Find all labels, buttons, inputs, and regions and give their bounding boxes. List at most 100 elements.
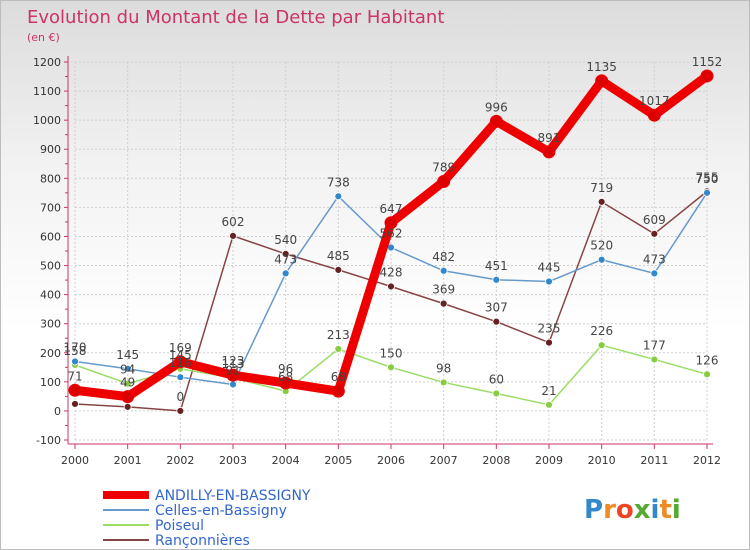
data-point	[123, 364, 132, 373]
data-label: 116	[169, 356, 192, 370]
y-tick-label: 500	[40, 260, 61, 273]
data-label: 562	[380, 227, 403, 241]
x-tick-label: 2005	[324, 454, 352, 467]
data-point	[703, 188, 711, 197]
data-label: 177	[643, 338, 666, 352]
data-point	[71, 400, 79, 408]
data-label: 213	[327, 328, 350, 342]
data-label: 21	[541, 384, 556, 398]
brand-letter: P	[584, 495, 603, 525]
data-label: 145	[169, 348, 192, 362]
data-point	[597, 341, 606, 350]
y-tick-label: 300	[40, 318, 61, 331]
data-point	[545, 338, 553, 347]
data-point	[71, 357, 79, 366]
data-label: 750	[696, 172, 719, 186]
data-point	[331, 384, 345, 398]
data-point	[700, 69, 714, 83]
data-label: 169	[169, 341, 192, 355]
x-tick-label: 2001	[114, 454, 142, 467]
data-label: 226	[590, 324, 613, 338]
data-label: 473	[274, 252, 297, 266]
brand-letter: r	[603, 495, 616, 525]
data-label: 49	[120, 376, 135, 390]
data-point	[123, 402, 132, 411]
data-label: 540	[274, 233, 297, 247]
data-point	[595, 74, 609, 88]
data-point	[647, 108, 661, 122]
data-point	[492, 317, 501, 326]
data-point	[281, 250, 290, 258]
data-label: 94	[120, 363, 135, 377]
data-point	[439, 266, 448, 275]
legend-label: Rançonnières	[155, 533, 250, 549]
data-label: 996	[485, 100, 508, 114]
y-tick-label: 600	[40, 230, 61, 243]
data-label: 369	[432, 283, 455, 297]
data-point	[545, 277, 553, 286]
x-tick-label: 2009	[535, 454, 563, 467]
y-tick-label: -100	[36, 434, 61, 447]
data-label: 91	[225, 363, 240, 377]
data-point	[334, 345, 343, 353]
y-tick-label: 1000	[33, 114, 61, 127]
data-point	[439, 378, 448, 387]
data-point	[492, 389, 501, 398]
data-point	[650, 355, 659, 364]
brand-letter: t	[659, 495, 671, 525]
data-label: 68	[331, 370, 346, 384]
data-label: 98	[436, 361, 451, 375]
x-tick-label: 2011	[640, 454, 668, 467]
x-tick-label: 2000	[61, 454, 89, 467]
series	[68, 69, 714, 415]
data-label: 96	[278, 362, 293, 376]
x-tick-label: 2008	[482, 454, 510, 467]
data-point	[334, 192, 343, 201]
data-label: 158	[64, 344, 87, 358]
x-tick-label: 2006	[377, 454, 405, 467]
x-tick-label: 2010	[588, 454, 616, 467]
x-tick-label: 2012	[693, 454, 721, 467]
data-point	[229, 380, 237, 389]
legend: ANDILLY-EN-BASSIGNYCelles-en-BassignyPoi…	[103, 488, 311, 549]
data-point	[542, 145, 556, 159]
data-label: 1135	[586, 60, 617, 74]
y-tick-label: 800	[40, 172, 61, 185]
brand-letter: i	[651, 495, 660, 525]
data-point	[703, 370, 711, 379]
data-label: 485	[327, 249, 350, 263]
y-tick-label: 1200	[33, 56, 61, 69]
data-label: 473	[643, 252, 666, 266]
x-tick-label: 2002	[166, 454, 194, 467]
data-label: 719	[590, 181, 613, 195]
data-label: 647	[380, 202, 403, 216]
data-point	[384, 216, 398, 230]
axes: -100010020030040050060070080090010001100…	[33, 56, 721, 467]
data-label: 609	[643, 213, 666, 227]
data-label: 307	[485, 301, 508, 315]
legend-label: ANDILLY-EN-BASSIGNY	[155, 488, 311, 504]
data-label: 520	[590, 239, 613, 253]
data-point	[650, 229, 659, 238]
data-point	[597, 197, 606, 206]
x-tick-label: 2007	[430, 454, 458, 467]
data-point	[387, 282, 395, 291]
y-tick-label: 1100	[33, 85, 61, 98]
brand-letter: i	[672, 495, 681, 525]
data-label: 150	[380, 346, 403, 360]
data-point	[176, 407, 185, 415]
data-point	[173, 355, 187, 369]
brand-letter: o	[616, 495, 634, 525]
data-label: 891	[538, 131, 561, 145]
brand-letter: x	[634, 495, 651, 525]
data-point	[437, 175, 451, 189]
data-point	[176, 373, 185, 382]
legend-label: Poiseul	[155, 518, 204, 534]
data-label: 60	[489, 372, 504, 386]
data-point	[226, 368, 240, 382]
data-label: 123	[222, 354, 245, 368]
data-label: 602	[222, 215, 245, 229]
data-label: 1017	[639, 94, 670, 108]
